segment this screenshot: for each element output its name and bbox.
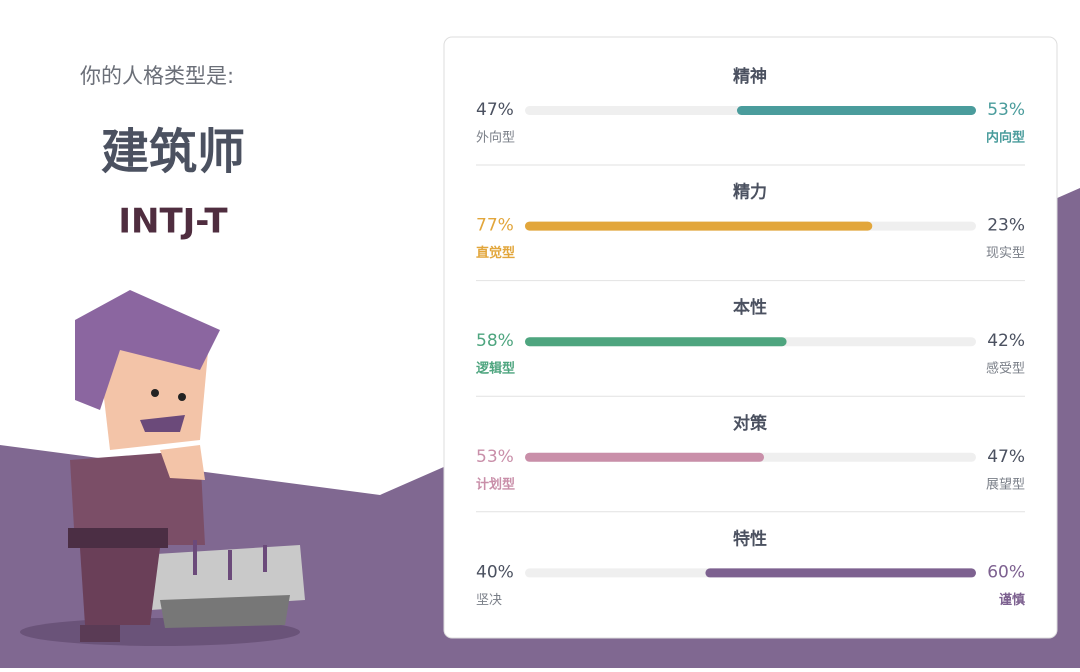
right-name: 内向型	[986, 130, 1025, 146]
left-percent: 77%	[476, 216, 514, 236]
bar-fill	[525, 452, 765, 462]
right-name: 展望型	[986, 476, 1025, 492]
right-percent: 42%	[987, 331, 1025, 351]
left-name: 计划型	[476, 476, 515, 492]
type-prompt: 你的人格类型是:	[80, 64, 234, 88]
trait-title: 本性	[733, 297, 767, 318]
left-name: 外向型	[476, 130, 515, 146]
character-illustration	[20, 290, 305, 646]
bar-fill	[705, 568, 976, 578]
left-percent: 53%	[476, 447, 514, 467]
left-name: 逻辑型	[476, 361, 515, 377]
type-name: 建筑师	[101, 124, 245, 180]
bar-fill	[736, 106, 976, 115]
trait-title: 对策	[733, 413, 768, 434]
right-percent: 53%	[987, 100, 1025, 120]
left-percent: 47%	[476, 100, 514, 120]
left-name: 坚决	[476, 593, 502, 608]
right-percent: 47%	[987, 447, 1025, 467]
bar-fill	[525, 337, 787, 347]
right-name: 现实型	[986, 246, 1025, 261]
left-percent: 58%	[476, 331, 514, 351]
right-name: 谨慎	[999, 592, 1025, 608]
right-percent: 23%	[987, 216, 1025, 236]
bar-fill	[525, 221, 873, 231]
left-percent: 40%	[476, 562, 514, 582]
trait-title: 精神	[733, 66, 767, 87]
trait-title: 特性	[733, 528, 767, 549]
right-name: 感受型	[986, 361, 1025, 377]
type-code: INTJ-T	[118, 202, 228, 242]
left-name: 直觉型	[476, 245, 515, 261]
right-percent: 60%	[987, 562, 1025, 582]
trait-title: 精力	[733, 182, 767, 203]
